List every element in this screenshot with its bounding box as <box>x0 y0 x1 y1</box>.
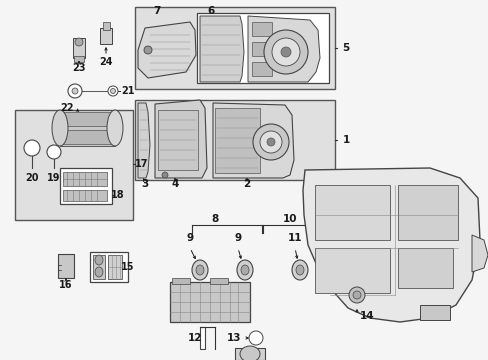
Text: 19: 19 <box>47 173 61 183</box>
Bar <box>251 42 271 56</box>
Ellipse shape <box>75 38 83 46</box>
Bar <box>197 13 328 83</box>
Bar <box>172 278 190 284</box>
Ellipse shape <box>271 38 299 66</box>
Polygon shape <box>213 103 293 178</box>
Bar <box>209 278 227 284</box>
Text: 16: 16 <box>59 280 73 290</box>
Text: 21: 21 <box>121 86 135 96</box>
Bar <box>73 38 85 58</box>
Bar <box>200 327 204 349</box>
Ellipse shape <box>260 131 282 153</box>
Polygon shape <box>155 100 206 178</box>
Bar <box>63 190 107 201</box>
Text: 9: 9 <box>234 233 241 243</box>
Ellipse shape <box>264 30 307 74</box>
Polygon shape <box>247 16 319 82</box>
Text: 5: 5 <box>342 43 349 53</box>
Text: 18: 18 <box>111 190 124 200</box>
Bar <box>215 108 260 173</box>
Ellipse shape <box>281 47 290 57</box>
Ellipse shape <box>24 140 40 156</box>
Text: 20: 20 <box>25 173 39 183</box>
Ellipse shape <box>348 287 364 303</box>
Ellipse shape <box>352 291 360 299</box>
Ellipse shape <box>47 145 61 159</box>
Text: 15: 15 <box>121 262 135 272</box>
Bar <box>158 110 198 170</box>
Text: 23: 23 <box>72 63 85 73</box>
Bar <box>251 22 271 36</box>
Ellipse shape <box>110 89 115 94</box>
Polygon shape <box>200 16 244 82</box>
Ellipse shape <box>241 265 248 275</box>
Bar <box>135 100 334 180</box>
Ellipse shape <box>52 110 68 146</box>
Bar <box>170 282 249 322</box>
Bar <box>397 248 452 288</box>
Bar <box>103 22 110 30</box>
Ellipse shape <box>95 255 103 265</box>
Text: 7: 7 <box>153 6 161 16</box>
Bar <box>62 112 112 126</box>
Bar <box>314 248 389 293</box>
Bar <box>108 255 122 279</box>
Text: 2: 2 <box>243 179 250 189</box>
Bar <box>74 56 84 62</box>
Ellipse shape <box>68 84 82 98</box>
Ellipse shape <box>266 138 274 146</box>
Bar <box>62 130 112 144</box>
Bar <box>235 348 264 360</box>
Bar <box>314 185 389 240</box>
Ellipse shape <box>291 260 307 280</box>
Bar <box>346 282 367 306</box>
Ellipse shape <box>295 265 304 275</box>
Bar <box>58 254 74 278</box>
Bar <box>251 62 271 76</box>
Bar <box>135 7 334 89</box>
Bar <box>60 110 115 146</box>
Polygon shape <box>138 22 196 78</box>
Ellipse shape <box>107 110 123 146</box>
Ellipse shape <box>252 124 288 160</box>
Text: 24: 24 <box>99 57 113 67</box>
Text: 3: 3 <box>141 179 148 189</box>
Ellipse shape <box>162 172 168 178</box>
Text: 9: 9 <box>186 233 193 243</box>
Ellipse shape <box>108 86 118 96</box>
Bar <box>100 28 112 44</box>
Ellipse shape <box>95 267 103 277</box>
Text: 12: 12 <box>187 333 202 343</box>
Polygon shape <box>138 103 150 178</box>
Text: 4: 4 <box>171 179 178 189</box>
Text: 13: 13 <box>226 333 241 343</box>
Bar <box>419 305 449 320</box>
Text: 1: 1 <box>342 135 349 145</box>
Text: 8: 8 <box>211 214 218 224</box>
Bar <box>63 172 107 186</box>
Text: 11: 11 <box>287 233 302 243</box>
Ellipse shape <box>143 46 152 54</box>
Ellipse shape <box>248 331 263 345</box>
Bar <box>397 185 457 240</box>
Bar <box>60 168 112 204</box>
Ellipse shape <box>72 88 78 94</box>
Polygon shape <box>471 235 487 272</box>
Bar <box>93 255 105 279</box>
Bar <box>90 252 128 282</box>
Text: 6: 6 <box>207 6 214 16</box>
Ellipse shape <box>196 265 203 275</box>
Text: 10: 10 <box>282 214 297 224</box>
Ellipse shape <box>192 260 207 280</box>
Ellipse shape <box>237 260 252 280</box>
Polygon shape <box>303 168 479 322</box>
Text: 17: 17 <box>135 159 148 169</box>
Text: 14: 14 <box>359 311 373 321</box>
Text: 22: 22 <box>60 103 74 113</box>
Ellipse shape <box>240 346 260 360</box>
Bar <box>15 110 133 220</box>
